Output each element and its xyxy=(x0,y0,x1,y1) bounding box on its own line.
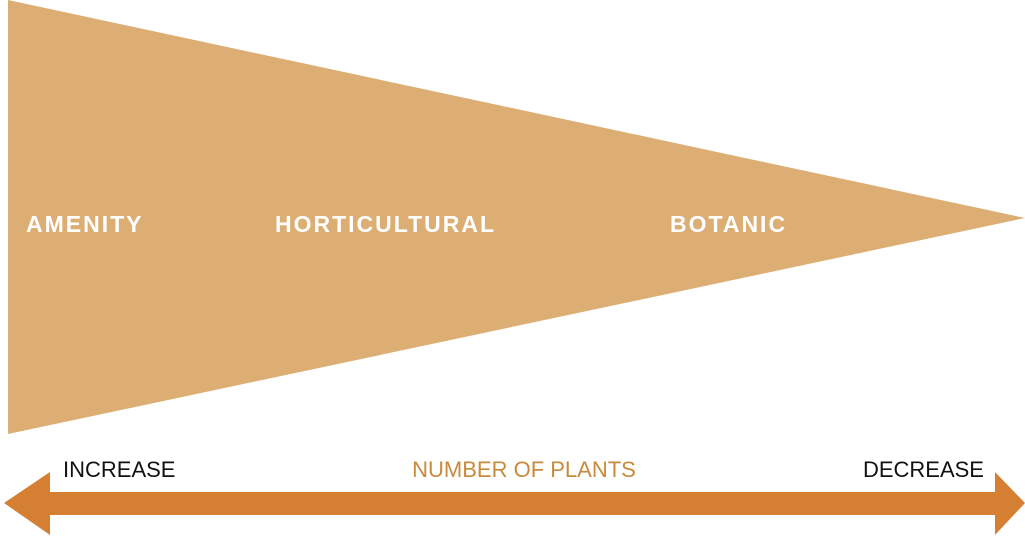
axis-title: NUMBER OF PLANTS xyxy=(412,457,636,482)
segment-label: BOTANIC xyxy=(670,211,787,237)
segment-label: HORTICULTURAL xyxy=(275,211,496,237)
axis-right-label: DECREASE xyxy=(863,457,984,482)
axis-left-label: INCREASE xyxy=(63,457,175,482)
wedge xyxy=(8,0,1025,434)
double-arrow xyxy=(4,472,1025,535)
segment-label: AMENITY xyxy=(26,211,144,237)
